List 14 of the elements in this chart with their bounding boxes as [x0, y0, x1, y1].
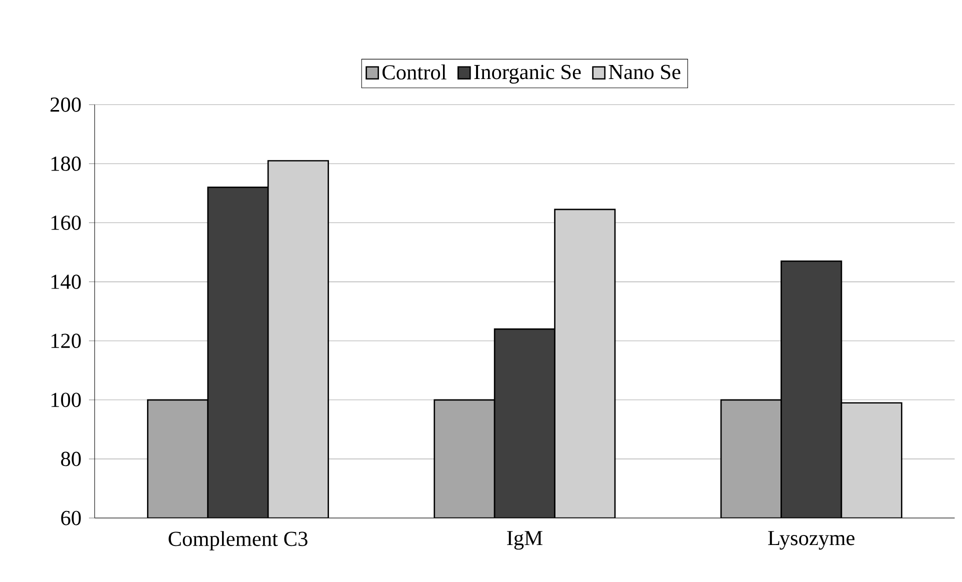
legend-label: Nano Se — [608, 64, 680, 80]
legend-label: Control — [382, 64, 446, 80]
y-tick-label: 140 — [51, 274, 81, 290]
y-tick-label: 160 — [51, 216, 81, 230]
y-tick-label: 100 — [51, 392, 81, 408]
y-tick-label: 60 — [61, 510, 81, 526]
y-tick-label: 180 — [51, 156, 81, 171]
y-tick-label: 80 — [61, 452, 81, 466]
x-tick-label: Complement C3 — [168, 531, 308, 550]
legend-label: Inorganic Se — [474, 64, 581, 84]
y-tick-label: 120 — [51, 334, 81, 348]
x-tick-label: Lysozyme — [768, 531, 854, 550]
y-tick-label: 200 — [50, 97, 81, 112]
x-tick-label: IgM — [507, 531, 542, 550]
